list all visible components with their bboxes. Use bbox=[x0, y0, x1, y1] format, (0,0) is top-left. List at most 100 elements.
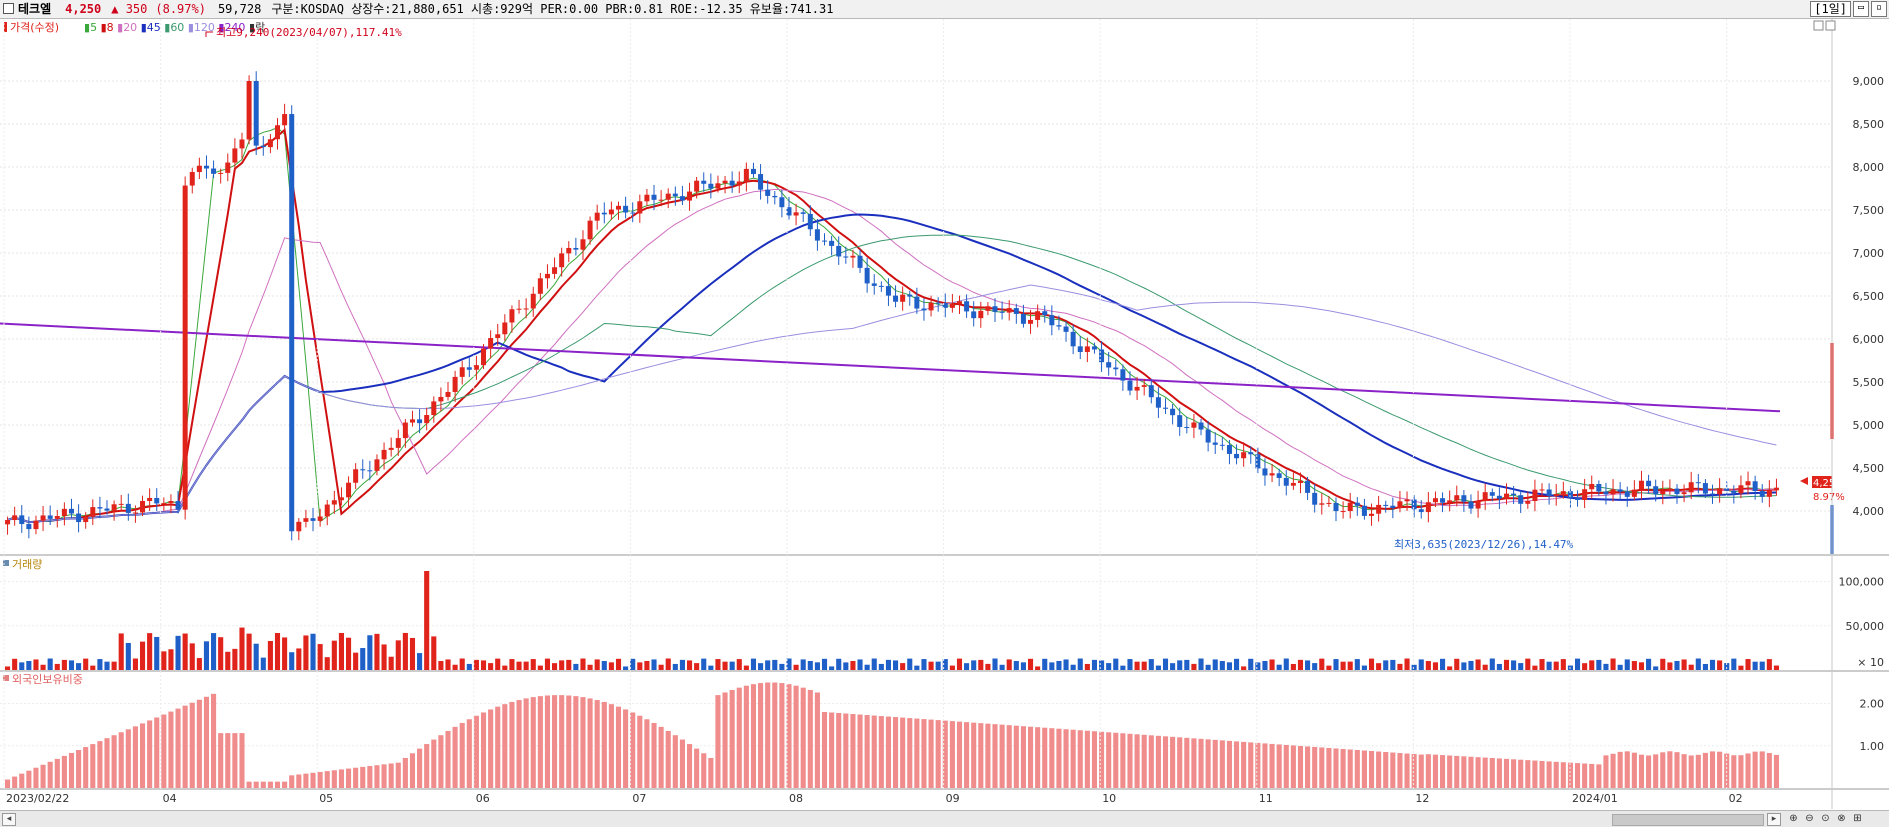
candle-body bbox=[1710, 493, 1716, 495]
legend-ma-label: 5 bbox=[90, 21, 101, 34]
candle-body bbox=[758, 174, 764, 190]
candle-body bbox=[495, 334, 501, 339]
zoom-out-icon[interactable]: ⊖ bbox=[1805, 813, 1814, 824]
candle-body bbox=[182, 185, 188, 510]
period-selector[interactable]: [1일] bbox=[1810, 1, 1851, 17]
volume-bar bbox=[1674, 660, 1680, 670]
foreign-bar bbox=[1368, 751, 1375, 788]
foreign-bar bbox=[1724, 753, 1730, 788]
volume-bar bbox=[1290, 663, 1296, 670]
candle-body bbox=[90, 507, 96, 517]
candle-body bbox=[438, 396, 444, 402]
volume-bar bbox=[765, 660, 771, 670]
foreign-bar bbox=[182, 705, 188, 788]
volume-bar bbox=[949, 665, 955, 670]
foreign-bar bbox=[1447, 755, 1453, 788]
foreign-bar bbox=[665, 730, 671, 788]
settings-icon[interactable]: ⊞ bbox=[1853, 813, 1862, 824]
foreign-bar bbox=[779, 683, 785, 788]
volume-bar bbox=[1752, 661, 1758, 670]
volume-bar bbox=[1383, 660, 1389, 670]
minimize-icon[interactable]: ▭ bbox=[1853, 1, 1869, 17]
volume-bar bbox=[1489, 658, 1495, 670]
volume-bar bbox=[182, 633, 188, 670]
candle-body bbox=[1155, 397, 1161, 408]
zoom-fit-icon[interactable]: ⊗ bbox=[1837, 813, 1846, 824]
scroll-bar[interactable]: ◂ ▸ ⊕ ⊖ ⊙ ⊗ ⊞ bbox=[0, 810, 1889, 827]
foreign-bar bbox=[1297, 745, 1304, 788]
volume-bar bbox=[1759, 661, 1765, 670]
foreign-bar bbox=[1709, 751, 1716, 788]
foreign-bar bbox=[552, 695, 558, 788]
candle-body bbox=[33, 520, 39, 530]
candle-body bbox=[871, 283, 877, 286]
foreign-bar bbox=[1091, 731, 1098, 788]
foreign-bar bbox=[381, 764, 387, 788]
zoom-reset-icon[interactable]: ⊙ bbox=[1821, 813, 1830, 824]
date-tick-label: 11 bbox=[1259, 792, 1273, 805]
close-icon[interactable]: ▫ bbox=[1871, 1, 1887, 17]
scroll-thumb[interactable] bbox=[1612, 814, 1764, 826]
volume-bar bbox=[1461, 662, 1467, 670]
foreign-bar bbox=[459, 722, 465, 788]
volume-bar bbox=[324, 657, 330, 670]
candle-body bbox=[203, 165, 209, 169]
zoom-in-icon[interactable]: ⊕ bbox=[1789, 813, 1798, 824]
scroll-left-icon[interactable]: ◂ bbox=[2, 813, 16, 826]
candle-body bbox=[1084, 346, 1090, 352]
foreign-bar bbox=[715, 695, 721, 788]
volume-bar bbox=[154, 636, 160, 670]
candle-body bbox=[147, 497, 153, 501]
foreign-bar bbox=[47, 761, 53, 788]
volume-bar bbox=[1646, 658, 1652, 670]
volume-bar bbox=[1312, 663, 1318, 670]
foreign-bar bbox=[331, 770, 337, 788]
candle-body bbox=[1290, 482, 1296, 486]
price-tick-label: 4,000 bbox=[1853, 505, 1885, 518]
panel-close-icon[interactable] bbox=[1825, 20, 1836, 31]
foreign-bar bbox=[871, 715, 877, 788]
volume-bar bbox=[1432, 662, 1439, 670]
foreign-bar bbox=[800, 687, 806, 788]
price-tick-label: 7,000 bbox=[1853, 247, 1885, 260]
checkbox-icon[interactable] bbox=[3, 3, 14, 14]
volume-bar bbox=[971, 660, 977, 670]
volume-bar bbox=[345, 637, 352, 670]
volume-bar bbox=[1219, 661, 1225, 670]
candle-body bbox=[1028, 319, 1034, 324]
legend-ma-label: 60 bbox=[170, 21, 188, 34]
foreign-bar bbox=[594, 700, 600, 788]
candle-body bbox=[822, 240, 828, 242]
candle-body bbox=[1326, 502, 1332, 504]
panel-menu-icon[interactable] bbox=[1813, 20, 1824, 31]
candle-body bbox=[1667, 488, 1673, 491]
stock-chart[interactable]: 9,000 8,500 8,000 7,500 7,000 6,500 6,000 5,500… bbox=[0, 19, 1889, 809]
candle-body bbox=[1461, 495, 1467, 502]
foreign-bar bbox=[282, 781, 288, 788]
volume-bar bbox=[253, 643, 259, 670]
foreign-bar bbox=[1496, 758, 1502, 788]
volume-bar bbox=[1184, 659, 1190, 670]
candle-body bbox=[687, 191, 693, 201]
scroll-right-icon[interactable]: ▸ bbox=[1767, 813, 1781, 826]
foreign-bar bbox=[750, 684, 757, 788]
foreign-bar bbox=[964, 722, 970, 788]
foreign-bar bbox=[402, 757, 408, 788]
date-tick-label: 09 bbox=[946, 792, 960, 805]
legend-ma-label: 20 bbox=[123, 21, 141, 34]
foreign-bar bbox=[623, 709, 629, 788]
volume-bar bbox=[1063, 659, 1069, 670]
price-legend: 가격(수정) ▮5 ▮8 ▮20 ▮45 ▮60 ▮120 ▮240 ▮락 bbox=[4, 21, 265, 34]
volume-bar bbox=[1347, 661, 1353, 670]
foreign-bar bbox=[1454, 755, 1460, 788]
candle-body bbox=[1717, 488, 1723, 495]
volume-bar bbox=[907, 658, 913, 670]
foreign-bar bbox=[1141, 734, 1147, 788]
candle-body bbox=[132, 512, 138, 514]
volume-bar bbox=[68, 660, 75, 670]
volume-bar bbox=[843, 662, 849, 670]
volume-bar bbox=[338, 632, 344, 670]
price-tick-label: 8,000 bbox=[1853, 161, 1885, 174]
foreign-bar bbox=[1482, 757, 1488, 788]
price-tick-label: 6,500 bbox=[1853, 290, 1885, 303]
